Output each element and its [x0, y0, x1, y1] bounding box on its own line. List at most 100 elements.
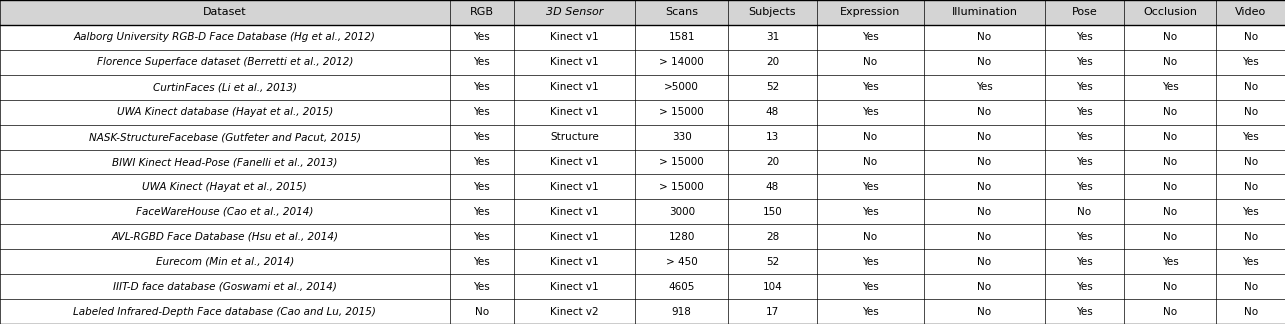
Text: Yes: Yes — [473, 157, 491, 167]
Text: Yes: Yes — [862, 32, 879, 42]
Text: No: No — [864, 132, 878, 142]
Text: 48: 48 — [766, 107, 779, 117]
Text: Kinect v1: Kinect v1 — [550, 57, 599, 67]
Bar — [635, 249, 729, 274]
Bar — [0, 274, 450, 299]
Text: No: No — [1244, 82, 1258, 92]
Bar — [0, 50, 450, 75]
Bar — [924, 199, 1045, 224]
Bar — [450, 25, 514, 50]
Bar — [1045, 174, 1123, 199]
Text: No: No — [1244, 232, 1258, 242]
Text: Yes: Yes — [1076, 257, 1092, 267]
Bar — [1045, 125, 1123, 150]
Bar — [514, 75, 635, 100]
Bar — [450, 150, 514, 174]
Bar — [817, 249, 924, 274]
Text: Yes: Yes — [473, 132, 491, 142]
Bar — [635, 224, 729, 249]
Text: 28: 28 — [766, 232, 779, 242]
Text: 48: 48 — [766, 182, 779, 192]
Bar — [1123, 174, 1217, 199]
Text: No: No — [1244, 182, 1258, 192]
Bar — [924, 249, 1045, 274]
Text: Yes: Yes — [862, 182, 879, 192]
Bar — [0, 249, 450, 274]
Bar — [729, 0, 817, 25]
Text: Yes: Yes — [1076, 132, 1092, 142]
Bar — [1123, 199, 1217, 224]
Bar — [635, 150, 729, 174]
Bar — [1217, 25, 1285, 50]
Text: No: No — [864, 57, 878, 67]
Text: No: No — [978, 207, 992, 217]
Bar — [1045, 249, 1123, 274]
Text: Yes: Yes — [473, 232, 491, 242]
Bar — [635, 100, 729, 125]
Text: Florence Superface dataset (Berretti et al., 2012): Florence Superface dataset (Berretti et … — [96, 57, 353, 67]
Bar — [635, 75, 729, 100]
Bar — [1123, 50, 1217, 75]
Bar — [450, 125, 514, 150]
Bar — [635, 174, 729, 199]
Bar — [635, 199, 729, 224]
Text: > 15000: > 15000 — [659, 157, 704, 167]
Text: No: No — [1244, 32, 1258, 42]
Text: No: No — [1244, 282, 1258, 292]
Text: No: No — [1163, 57, 1177, 67]
Text: Kinect v1: Kinect v1 — [550, 32, 599, 42]
Text: Yes: Yes — [1243, 132, 1259, 142]
Bar — [1123, 274, 1217, 299]
Text: No: No — [1163, 307, 1177, 317]
Text: > 15000: > 15000 — [659, 107, 704, 117]
Text: UWA Kinect (Hayat et al., 2015): UWA Kinect (Hayat et al., 2015) — [143, 182, 307, 192]
Bar — [924, 100, 1045, 125]
Bar — [729, 25, 817, 50]
Bar — [817, 174, 924, 199]
Bar — [1045, 150, 1123, 174]
Bar — [0, 224, 450, 249]
Bar — [0, 125, 450, 150]
Text: IIIT-D face database (Goswami et al., 2014): IIIT-D face database (Goswami et al., 20… — [113, 282, 337, 292]
Bar — [635, 0, 729, 25]
Text: Pose: Pose — [1072, 7, 1097, 17]
Text: Yes: Yes — [1076, 32, 1092, 42]
Bar — [817, 299, 924, 324]
Bar — [1123, 150, 1217, 174]
Text: Yes: Yes — [1076, 157, 1092, 167]
Bar — [817, 100, 924, 125]
Text: Yes: Yes — [1076, 307, 1092, 317]
Bar — [1045, 0, 1123, 25]
Bar — [1045, 100, 1123, 125]
Bar — [514, 299, 635, 324]
Text: Yes: Yes — [1076, 107, 1092, 117]
Text: No: No — [1163, 207, 1177, 217]
Bar — [817, 0, 924, 25]
Bar — [924, 174, 1045, 199]
Text: No: No — [978, 282, 992, 292]
Text: FaceWareHouse (Cao et al., 2014): FaceWareHouse (Cao et al., 2014) — [136, 207, 314, 217]
Text: Kinect v1: Kinect v1 — [550, 232, 599, 242]
Text: 52: 52 — [766, 257, 779, 267]
Bar — [817, 199, 924, 224]
Text: CurtinFaces (Li et al., 2013): CurtinFaces (Li et al., 2013) — [153, 82, 297, 92]
Bar — [1123, 299, 1217, 324]
Text: Illumination: Illumination — [951, 7, 1018, 17]
Text: No: No — [978, 132, 992, 142]
Text: Yes: Yes — [1243, 207, 1259, 217]
Bar — [1217, 199, 1285, 224]
Text: Yes: Yes — [473, 32, 491, 42]
Bar — [1217, 224, 1285, 249]
Text: Yes: Yes — [1076, 232, 1092, 242]
Text: Yes: Yes — [1076, 282, 1092, 292]
Bar — [514, 25, 635, 50]
Text: 4605: 4605 — [668, 282, 695, 292]
Text: 3D Sensor: 3D Sensor — [546, 7, 604, 17]
Text: 20: 20 — [766, 57, 779, 67]
Text: Occlusion: Occlusion — [1144, 7, 1198, 17]
Text: Yes: Yes — [1243, 257, 1259, 267]
Bar — [450, 299, 514, 324]
Text: No: No — [978, 232, 992, 242]
Bar — [1045, 224, 1123, 249]
Text: Kinect v1: Kinect v1 — [550, 207, 599, 217]
